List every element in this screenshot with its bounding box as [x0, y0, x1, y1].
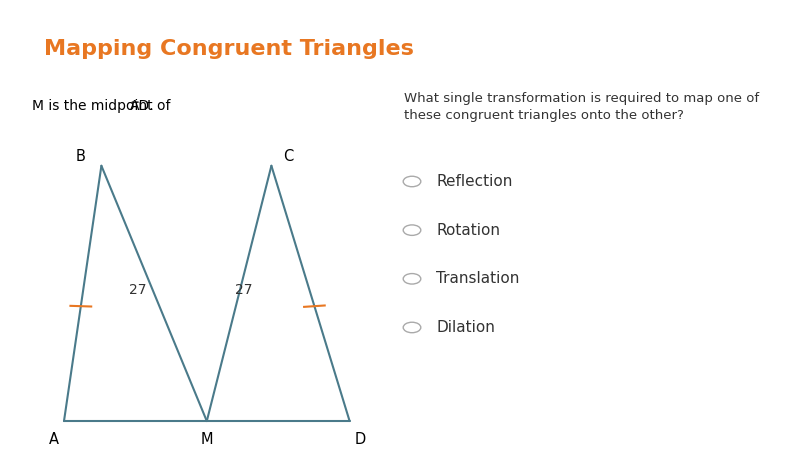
Text: AD.: AD. [130, 99, 154, 113]
Text: B: B [75, 149, 86, 164]
Text: Dilation: Dilation [436, 320, 495, 335]
Text: M is the midpoint of: M is the midpoint of [32, 99, 175, 113]
Text: Rotation: Rotation [436, 223, 500, 238]
Text: 27: 27 [129, 283, 146, 297]
Text: Mapping Congruent Triangles: Mapping Congruent Triangles [44, 39, 414, 59]
Text: D: D [354, 432, 366, 447]
Text: Reflection: Reflection [436, 174, 512, 189]
Text: C: C [283, 149, 294, 164]
Text: What single transformation is required to map one of
these congruent triangles o: What single transformation is required t… [404, 92, 759, 122]
Text: Translation: Translation [436, 272, 519, 286]
Text: A: A [49, 432, 58, 447]
Text: 27: 27 [235, 283, 253, 297]
Text: M: M [201, 432, 213, 447]
